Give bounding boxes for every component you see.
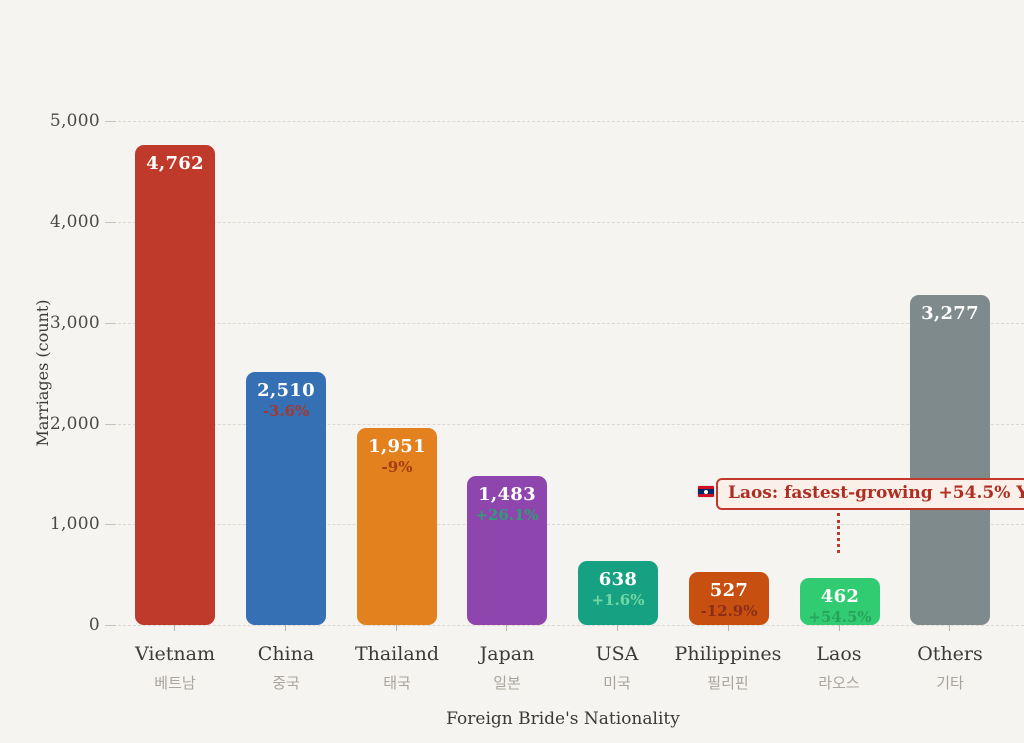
x-axis-title: Foreign Bride's Nationality: [446, 709, 680, 729]
x-label-korean: 미국: [603, 674, 631, 692]
gridline-1000: [118, 524, 1024, 525]
x-tick-mark: [174, 625, 175, 631]
x-tick-mark: [728, 625, 729, 631]
x-label-en: China: [257, 643, 315, 665]
bar-value-label: 1,951: [368, 436, 426, 457]
bar-value-label: 462: [820, 586, 860, 607]
x-label-korean: 중국: [272, 674, 300, 692]
gridline-4000: [118, 222, 1024, 223]
bar-pct-label: -3.6%: [262, 402, 310, 420]
x-label-en: Japan: [479, 643, 535, 665]
x-label-korean: 일본: [493, 674, 521, 692]
x-label-korean: 베트남: [154, 674, 196, 692]
bar-laos: 462 +54.5%: [800, 578, 880, 626]
x-tick-mark: [396, 625, 397, 631]
x-label-korean: 필리핀: [707, 674, 749, 692]
x-label-laos: Laos 라오스: [784, 642, 894, 692]
annotation-connector-line: [837, 513, 840, 553]
flag-stripe: [698, 494, 714, 497]
x-tick-mark: [506, 625, 507, 631]
y-tick-mark: [105, 625, 116, 626]
bar-value-label: 527: [709, 580, 749, 601]
x-tick-mark: [285, 625, 286, 631]
bar-others: 3,277: [910, 295, 990, 625]
bar-usa: 638 +1.6%: [578, 561, 658, 625]
x-label-en: Vietnam: [135, 643, 215, 665]
y-tick-label: 4,000: [49, 212, 100, 232]
y-tick-label: 2,000: [49, 414, 100, 434]
gridline-0: [118, 625, 1024, 626]
y-tick-label: 1,000: [49, 514, 100, 534]
flag-circle: [704, 489, 708, 494]
x-tick-mark: [839, 625, 840, 631]
bar-china: 2,510 -3.6%: [246, 372, 326, 625]
annotation-callout: Laos: fastest-growing +54.5% YoY: [716, 478, 1024, 510]
x-label-korean: 태국: [383, 674, 411, 692]
bar-thailand: 1,951 -9%: [357, 428, 437, 625]
flag-stripe: [698, 486, 714, 489]
bar-value-label: 2,510: [257, 380, 315, 401]
x-label-en: Philippines: [674, 643, 782, 665]
y-tick-label: 0: [88, 615, 100, 635]
bar-value-label: 638: [598, 569, 638, 590]
bar-vietnam: 4,762: [135, 145, 215, 625]
x-label-japan: Japan 일본: [452, 642, 562, 692]
x-label-china: China 중국: [231, 642, 341, 692]
x-label-en: Thailand: [354, 643, 440, 665]
bar-pct-label: -9%: [381, 458, 413, 476]
flag-stripe: [698, 489, 714, 494]
y-tick-mark: [105, 524, 116, 525]
y-tick-mark: [105, 121, 116, 122]
bar-pct-label: +1.6%: [591, 591, 645, 609]
gridline-3000: [118, 323, 1024, 324]
x-tick-mark: [617, 625, 618, 631]
x-label-korean: 라오스: [818, 674, 860, 692]
y-tick-label: 5,000: [49, 111, 100, 131]
gridline-5000: [118, 121, 1024, 122]
bar-pct-label: -12.9%: [700, 602, 758, 620]
x-label-korean: 기타: [936, 674, 964, 692]
bar-pct-label: +26.1%: [475, 506, 539, 524]
x-label-vietnam: Vietnam 베트남: [120, 642, 230, 692]
y-tick-mark: [105, 222, 116, 223]
bar-philippines: 527 -12.9%: [689, 572, 769, 625]
x-label-philippines: Philippines 필리핀: [673, 642, 783, 692]
y-tick-mark: [105, 424, 116, 425]
y-tick-mark: [105, 323, 116, 324]
laos-flag-icon: [698, 486, 714, 497]
x-label-usa: USA 미국: [562, 642, 672, 692]
x-label-thailand: Thailand 태국: [342, 642, 452, 692]
bar-value-label: 1,483: [478, 484, 536, 505]
x-tick-mark: [949, 625, 950, 631]
x-label-others: Others 기타: [895, 642, 1005, 692]
y-axis-title: Marriages (count): [33, 299, 52, 447]
x-label-en: USA: [595, 643, 639, 665]
gridline-2000: [118, 424, 1024, 425]
y-tick-label: 3,000: [49, 313, 100, 333]
bar-value-label: 4,762: [146, 153, 204, 174]
x-label-en: Others: [917, 643, 983, 665]
bar-value-label: 3,277: [921, 303, 979, 324]
bar-pct-label: +54.5%: [808, 608, 872, 626]
bar-japan: 1,483 +26.1%: [467, 476, 547, 625]
x-label-en: Laos: [816, 643, 862, 665]
